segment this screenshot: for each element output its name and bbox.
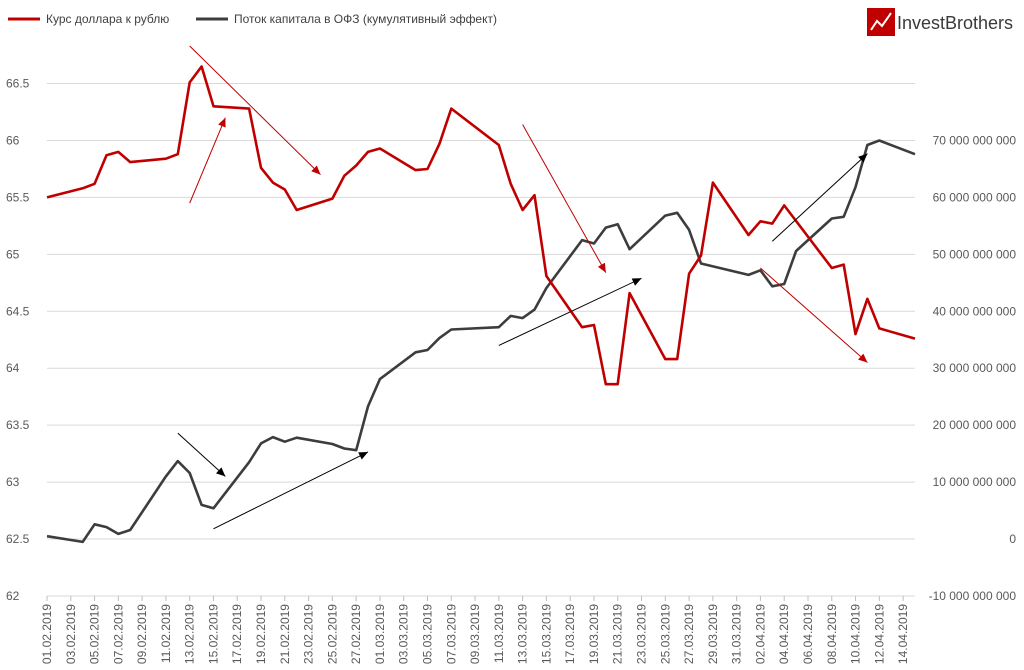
- y-right-tick-label: 60 000 000 000: [933, 190, 1017, 204]
- x-tick-label: 04.04.2019: [777, 604, 791, 664]
- logo-chart-icon: [870, 12, 892, 31]
- x-tick-label: 09.03.2019: [468, 604, 482, 664]
- y-left-tick-label: 62.5: [6, 532, 30, 546]
- y-right-tick-label: 30 000 000 000: [933, 361, 1017, 375]
- x-tick-label: 06.04.2019: [801, 604, 815, 664]
- x-tick-label: 25.02.2019: [325, 604, 339, 664]
- y-left-tick-label: 64.5: [6, 304, 30, 318]
- annotation-arrow-line: [771, 153, 868, 242]
- y-left-tick-label: 66.5: [6, 77, 30, 91]
- x-tick-label: 27.03.2019: [682, 604, 696, 664]
- y-axis-right: -10 000 000 000 0 10 000 000 000 20 000 000…: [929, 133, 1017, 603]
- annotation-arrow-line: [522, 124, 607, 273]
- y-left-tick-label: 66: [6, 133, 20, 147]
- x-tick-label: 23.02.2019: [302, 604, 316, 664]
- y-left-tick-label: 62: [6, 589, 20, 603]
- grid: [47, 83, 915, 597]
- x-tick-label: 01.03.2019: [373, 604, 387, 664]
- x-tick-label: 13.02.2019: [183, 604, 197, 664]
- annotation-arrow-line: [213, 451, 369, 530]
- x-tick-label: 23.03.2019: [635, 604, 649, 664]
- legend-label-usd: Курс доллара к рублю: [46, 12, 169, 26]
- x-axis: 01.02.2019 03.02.2019 05.02.2019 07.02.2019…: [40, 596, 910, 664]
- y-axis-left: 62 62.5 63 63.5 64 64.5 65 65.5 66 66.5: [6, 77, 30, 603]
- y-left-tick-label: 63.5: [6, 418, 30, 432]
- series-line-ofz-flow: [46, 139, 916, 544]
- y-left-tick-label: 64: [6, 361, 20, 375]
- x-tick-label: 19.03.2019: [587, 604, 601, 664]
- x-tick-label: 17.03.2019: [563, 604, 577, 664]
- logo-icon: [867, 8, 895, 36]
- annotation-arrow-head: [597, 262, 606, 273]
- annotation-arrow-head: [631, 278, 642, 286]
- series-layer: [46, 65, 916, 544]
- y-right-tick-label: 40 000 000 000: [933, 304, 1017, 318]
- annotation-arrow-head: [216, 467, 226, 477]
- x-tick-label: 14.04.2019: [896, 604, 910, 664]
- x-tick-label: 05.03.2019: [420, 604, 434, 664]
- y-left-tick-label: 65: [6, 247, 20, 261]
- y-left-tick-label: 63: [6, 475, 20, 489]
- x-tick-label: 07.02.2019: [111, 604, 125, 664]
- x-tick-label: 02.04.2019: [753, 604, 767, 664]
- x-tick-label: 11.03.2019: [492, 604, 506, 663]
- series-line-usd-rub: [46, 65, 916, 386]
- y-right-tick-label: 20 000 000 000: [933, 418, 1017, 432]
- annotation-arrow-line: [498, 277, 642, 346]
- x-tick-label: 09.02.2019: [135, 604, 149, 664]
- y-right-tick-label: 10 000 000 000: [933, 475, 1017, 489]
- x-tick-label: 13.03.2019: [516, 604, 530, 664]
- annotation-arrow-head: [311, 165, 321, 175]
- x-tick-label: 07.03.2019: [444, 604, 458, 664]
- x-tick-label: 08.04.2019: [825, 604, 839, 664]
- x-tick-label: 17.02.2019: [230, 604, 244, 664]
- y-right-tick-label: -10 000 000 000: [929, 589, 1017, 603]
- x-tick-label: 03.03.2019: [397, 604, 411, 664]
- y-left-tick-label: 65.5: [6, 190, 30, 204]
- annotation-arrow-line: [189, 45, 321, 176]
- annotation-arrow-head: [218, 117, 226, 128]
- annotation-arrow-line: [189, 117, 226, 204]
- annotation-arrow-line: [177, 432, 226, 477]
- y-right-tick-label: 50 000 000 000: [933, 247, 1017, 261]
- annotation-arrow-head: [858, 153, 868, 163]
- annotation-arrow-line: [760, 267, 868, 363]
- x-tick-label: 15.03.2019: [539, 604, 553, 664]
- logo: InvestBrothers: [867, 8, 1013, 36]
- x-tick-label: 15.02.2019: [206, 604, 220, 664]
- x-tick-label: 11.02.2019: [159, 604, 173, 663]
- x-tick-label: 29.03.2019: [706, 604, 720, 664]
- x-tick-label: 19.02.2019: [254, 604, 268, 664]
- y-right-tick-label: 70 000 000 000: [933, 133, 1017, 147]
- x-tick-label: 01.02.2019: [40, 604, 54, 664]
- annotation-arrows: [177, 45, 868, 530]
- x-tick-label: 27.02.2019: [349, 604, 363, 664]
- x-tick-label: 21.03.2019: [611, 604, 625, 664]
- x-tick-label: 12.04.2019: [872, 604, 886, 664]
- x-tick-label: 03.02.2019: [64, 604, 78, 664]
- x-tick-label: 05.02.2019: [88, 604, 102, 664]
- x-tick-label: 31.03.2019: [730, 604, 744, 664]
- legend: Курс доллара к рублю Поток капитала в ОФ…: [8, 12, 497, 26]
- logo-text: InvestBrothers: [897, 13, 1013, 33]
- annotation-arrow-head: [858, 353, 868, 363]
- x-tick-label: 21.02.2019: [278, 604, 292, 664]
- annotation-arrow-head: [358, 451, 369, 460]
- y-right-tick-label: 0: [1009, 532, 1016, 546]
- x-tick-label: 25.03.2019: [658, 604, 672, 664]
- legend-label-ofz: Поток капитала в ОФЗ (кумулятивный эффек…: [234, 12, 497, 26]
- x-tick-label: 10.04.2019: [849, 604, 863, 664]
